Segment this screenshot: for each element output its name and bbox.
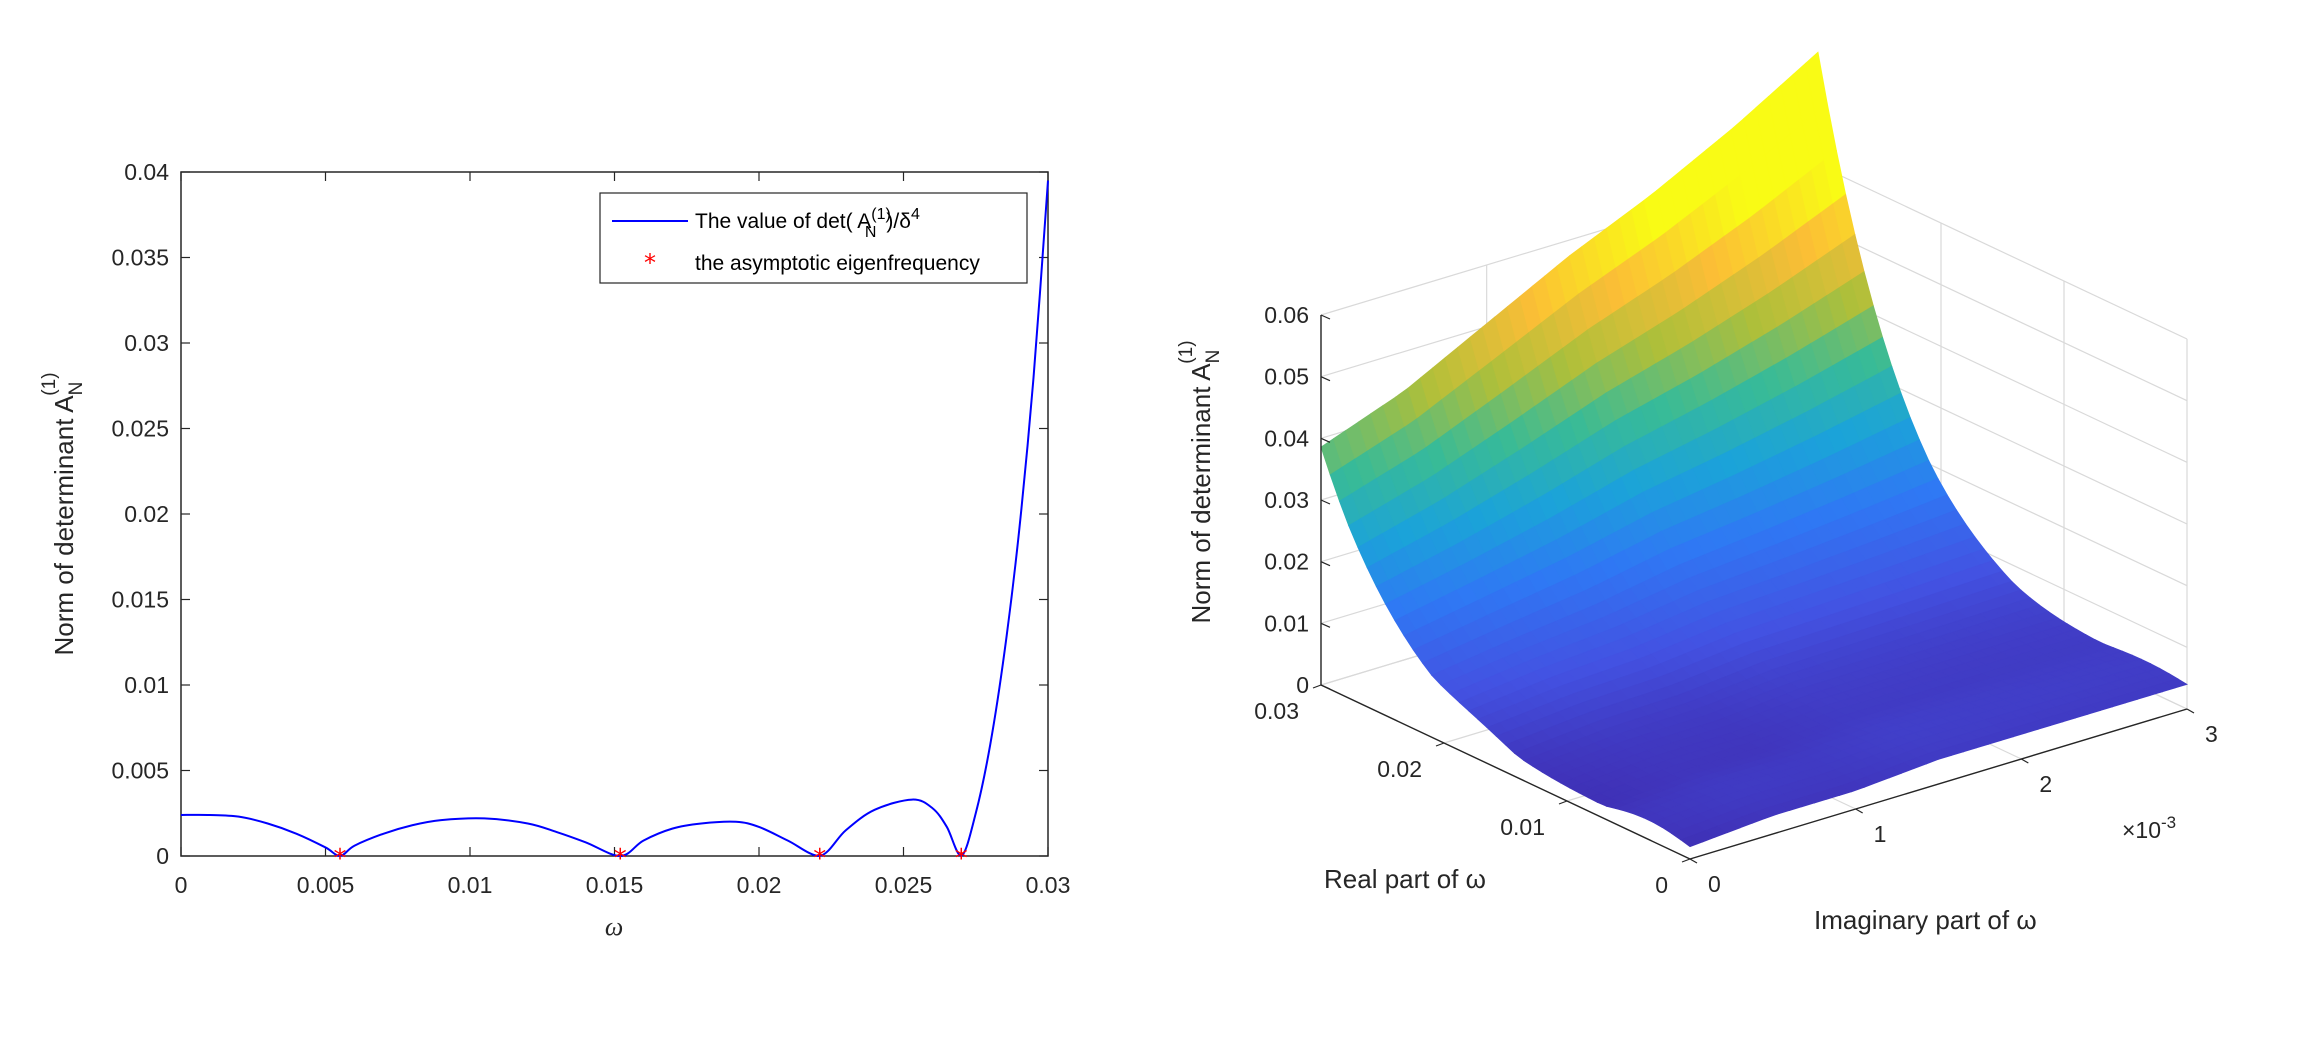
eigenfrequency-marker: * — [333, 844, 346, 874]
y-axis-label-sup: (1) — [39, 372, 60, 395]
y-axis-label-sub: N — [66, 382, 87, 396]
series-line-determinant — [180, 180, 1049, 858]
eigenfrequency-marker: * — [614, 844, 627, 874]
z-tick-mark — [1320, 376, 1331, 382]
real-tick-label: 0.03 — [1254, 698, 1299, 724]
real-axis-line — [1320, 684, 1691, 860]
z-tick-label: 0.06 — [1264, 302, 1309, 328]
plot-series: * * * * — [180, 180, 1049, 874]
imag-axis-line — [1689, 708, 2188, 860]
z-tick-label: 0 — [1296, 672, 1309, 698]
y-tick-label: 0.01 — [124, 672, 169, 698]
imag-axis-label: Imaginary part of ω — [1814, 905, 2037, 935]
x-tick-label: 0.025 — [875, 872, 933, 898]
imag-tick-mark — [2186, 708, 2195, 714]
y-tick-label: 0.025 — [111, 416, 169, 442]
x-tick-label: 0 — [175, 872, 188, 898]
imag-axis-multiplier: ×10-3 — [2122, 813, 2176, 843]
real-tick-label: 0.01 — [1500, 814, 1545, 840]
z-tick-label: 0.05 — [1264, 364, 1309, 390]
plot-area — [180, 171, 1049, 857]
real-tick-label: 0.02 — [1377, 756, 1422, 782]
imag-tick-label: 3 — [2205, 721, 2218, 747]
y-tick-label: 0.015 — [111, 587, 169, 613]
real-tick-mark — [1435, 742, 1445, 747]
line-chart: 0 0.005 0.01 0.015 0.02 0.025 0.03 00.0050.010… — [39, 159, 1070, 941]
imag-tick-label: 2 — [2039, 771, 2052, 797]
z-axis-label: Norm of determinant AN (1) — [1176, 340, 1224, 623]
z-ticks: 0 0.01 0.02 0.03 0.04 0.05 0.06 — [1264, 302, 1331, 698]
y-tick-label: 0.04 — [124, 159, 169, 185]
svg-text:Norm of determinant AN(1): Norm of determinant AN (1) — [39, 372, 87, 655]
z-tick-mark — [1320, 684, 1331, 690]
z-tick-mark — [1320, 499, 1331, 505]
y-tick-label: 0.03 — [124, 330, 169, 356]
surface-chart: 00.010.020.030.040.050.06 00.010.020.03 … — [1176, 51, 2218, 935]
x-tick-label: 0.01 — [448, 872, 493, 898]
z-tick-label: 0.03 — [1264, 487, 1309, 513]
x-tick-label: 0.03 — [1026, 872, 1071, 898]
y-ticks: 0 0.005 0.01 0.015 0.02 0.025 0.03 0.035 0.04 — [111, 159, 1048, 869]
real-tick-mark — [1558, 800, 1568, 805]
z-tick-mark — [1320, 437, 1331, 443]
real-tick-mark — [1681, 858, 1691, 863]
imag-tick-mark — [2021, 758, 2029, 764]
real-tick-mark — [1312, 684, 1322, 689]
real-tick-label: 0 — [1655, 872, 1668, 898]
y-tick-label: 0.02 — [124, 501, 169, 527]
x-tick-label: 0.005 — [297, 872, 355, 898]
z-tick-mark — [1320, 622, 1331, 628]
z-tick-mark — [1320, 314, 1331, 320]
z-axis-label-main: Norm of determinant A — [1186, 363, 1216, 624]
y-tick-label: 0.035 — [111, 245, 169, 271]
x-tick-label: 0.015 — [586, 872, 644, 898]
imag-axis-ticks: 0 1 2 3 — [1689, 708, 2218, 897]
imag-tick-label: 1 — [1874, 821, 1887, 847]
surface-patch — [2164, 678, 2188, 689]
eigenfrequency-marker: * — [955, 844, 968, 874]
eigenfrequency-marker: * — [813, 844, 826, 874]
imag-tick-mark — [1855, 808, 1863, 814]
legend-entry-2: the asymptotic eigenfrequency — [695, 252, 980, 275]
legend-box — [599, 192, 1028, 284]
real-axis-ticks: 0 0.01 0.02 0.03 — [1254, 684, 1691, 898]
y-tick-label: 0.005 — [111, 758, 169, 784]
legend-marker-swatch: * — [644, 249, 656, 277]
real-axis-label: Real part of ω — [1324, 864, 1486, 894]
legend: The value of det( A(1) N)/δ4 * the asympt… — [599, 192, 1028, 284]
x-ticks: 0 0.005 0.01 0.015 0.02 0.025 0.03 — [175, 172, 1071, 898]
z-axis-label-sup: (1) — [1176, 340, 1197, 363]
y-tick-label: 0 — [156, 843, 169, 869]
legend-entry-1: The value of det( A(1) N)/δ4 — [695, 206, 920, 241]
z-tick-mark — [1320, 561, 1331, 567]
imag-tick-label: 0 — [1708, 871, 1721, 897]
z-axis-label-sub: N — [1203, 350, 1224, 364]
imag-tick-mark — [1689, 858, 1698, 864]
z-tick-label: 0.04 — [1264, 425, 1309, 451]
z-tick-label: 0.02 — [1264, 549, 1309, 575]
svg-text:Norm of determinant AN(1): Norm of determinant AN (1) — [1176, 340, 1224, 623]
x-tick-label: 0.02 — [737, 872, 782, 898]
y-axis-label: Norm of determinant AN (1) — [39, 372, 87, 655]
x-axis-label: ω — [605, 912, 623, 941]
surface — [1320, 51, 2188, 848]
z-tick-label: 0.01 — [1264, 610, 1309, 636]
y-axis-label-main: Norm of determinant A — [49, 395, 79, 656]
